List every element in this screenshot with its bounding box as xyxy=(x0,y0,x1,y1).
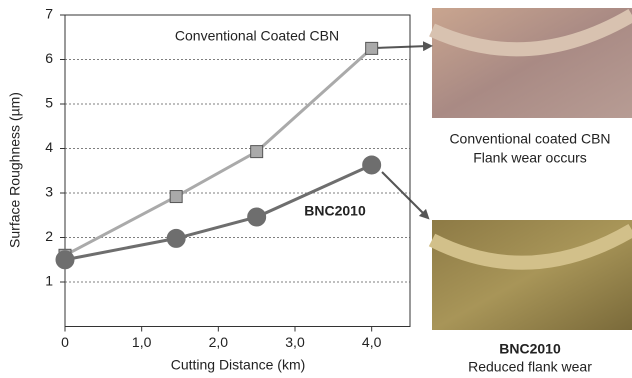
y-tick-label: 1 xyxy=(45,273,53,289)
y-tick-label: 4 xyxy=(45,139,53,155)
plot-frame xyxy=(64,14,411,327)
photo xyxy=(432,220,632,330)
marker xyxy=(169,190,183,204)
series-line xyxy=(64,47,373,257)
marker xyxy=(55,250,75,270)
marker xyxy=(365,41,379,55)
x-tick-label: 4,0 xyxy=(362,334,382,350)
arrow xyxy=(373,41,433,52)
series-line xyxy=(64,163,373,262)
image-caption: BNC2010 xyxy=(499,341,561,357)
arrow xyxy=(381,171,430,220)
y-tick-label: 5 xyxy=(45,95,53,111)
image-caption: Reduced flank wear xyxy=(468,359,592,375)
y-tick-label: 7 xyxy=(45,6,53,22)
x-tick-label: 1,0 xyxy=(132,334,152,350)
y-tick-label: 6 xyxy=(45,50,53,66)
marker xyxy=(362,155,382,175)
x-axis-label: Cutting Distance (km) xyxy=(171,357,306,373)
y-axis-label: Surface Roughness (µm) xyxy=(7,92,23,248)
series-label: BNC2010 xyxy=(304,203,366,219)
series-label: Conventional Coated CBN xyxy=(175,28,339,44)
marker xyxy=(250,145,264,159)
y-tick-label: 2 xyxy=(45,228,53,244)
y-tick-label: 3 xyxy=(45,184,53,200)
marker xyxy=(247,207,267,227)
photo-detail xyxy=(429,8,632,57)
marker xyxy=(166,228,186,248)
x-tick-label: 2,0 xyxy=(209,334,229,350)
x-tick-label: 0 xyxy=(61,334,69,350)
x-tick-label: 3,0 xyxy=(285,334,305,350)
photo-detail xyxy=(428,223,632,270)
image-caption: Flank wear occurs xyxy=(473,150,587,166)
image-caption: Conventional coated CBN xyxy=(449,131,610,147)
